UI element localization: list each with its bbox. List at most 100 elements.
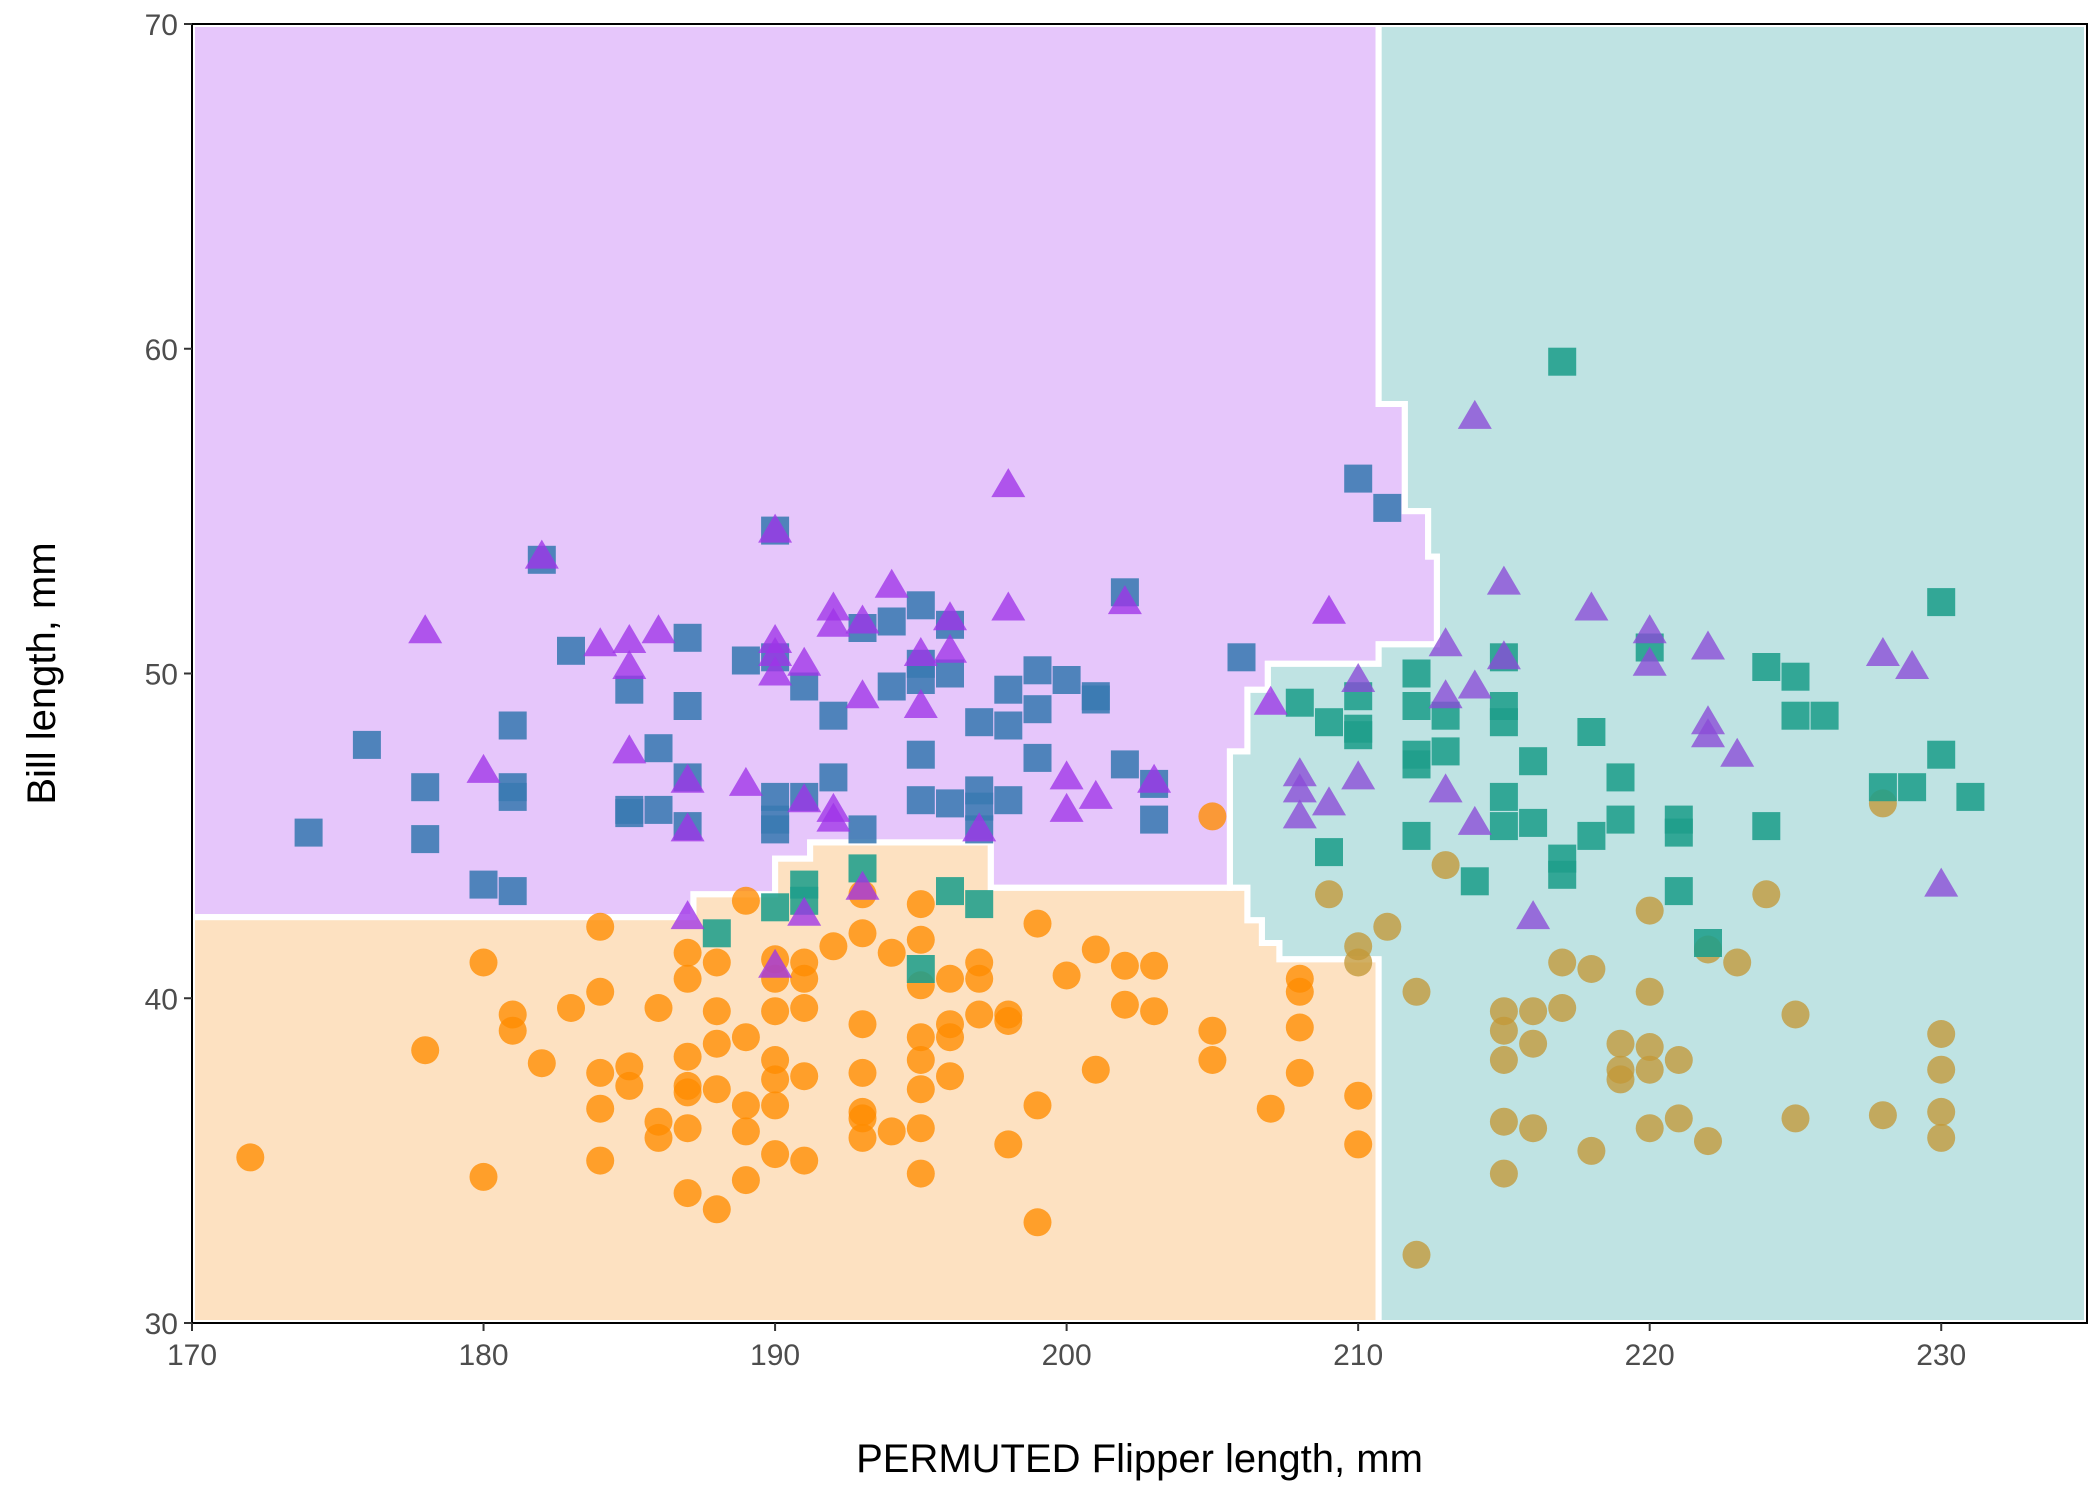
data-point-circle xyxy=(731,1023,760,1052)
data-point-square xyxy=(819,701,848,730)
data-point-circle xyxy=(1140,951,1169,980)
data-point-square xyxy=(411,825,440,854)
data-point-circle xyxy=(848,1123,877,1152)
data-point-circle xyxy=(790,1062,819,1091)
data-point-triangle xyxy=(670,900,705,930)
data-point-circle xyxy=(761,997,790,1026)
data-point-circle xyxy=(673,938,702,967)
x-tick-label: 190 xyxy=(750,1339,800,1372)
data-point-square xyxy=(1810,701,1839,730)
data-point-triangle xyxy=(787,646,822,676)
data-point-circle xyxy=(906,1075,935,1104)
data-point-triangle xyxy=(991,468,1026,498)
data-point-circle xyxy=(906,1046,935,1074)
data-point-triangle xyxy=(641,614,676,644)
data-point-triangle xyxy=(758,948,793,978)
data-point-square xyxy=(1460,867,1489,896)
data-point-circle xyxy=(1635,1055,1664,1084)
data-point-triangle xyxy=(758,656,793,686)
data-point-square xyxy=(1081,682,1110,711)
x-axis-ticks: 170 180 190 200 210 220 230 xyxy=(167,1323,1966,1372)
data-point-triangle xyxy=(991,591,1026,621)
data-point-square xyxy=(1402,821,1431,850)
data-point-circle xyxy=(1285,1058,1314,1087)
data-point-circle xyxy=(615,1052,644,1081)
data-point-circle xyxy=(411,1036,440,1065)
data-point-triangle xyxy=(1865,637,1900,666)
data-point-circle xyxy=(586,1094,615,1123)
data-point-square xyxy=(819,763,848,792)
data-point-circle xyxy=(1635,896,1664,925)
decision-region xyxy=(192,24,1437,918)
data-point-circle xyxy=(877,1117,906,1146)
data-point-circle xyxy=(1606,1029,1635,1058)
data-point-circle xyxy=(1927,1055,1956,1084)
data-point-circle xyxy=(790,964,819,993)
data-point-circle xyxy=(1635,1033,1664,1061)
data-point-circle xyxy=(236,1143,265,1172)
data-point-square xyxy=(906,740,935,769)
data-point-square xyxy=(1694,929,1722,957)
data-point-square xyxy=(994,675,1023,704)
data-point-circle xyxy=(906,1159,935,1188)
data-point-triangle xyxy=(845,679,880,709)
data-point-circle xyxy=(1344,1130,1373,1159)
data-point-square xyxy=(1489,782,1518,811)
data-point-triangle xyxy=(758,637,793,666)
data-point-triangle xyxy=(903,637,938,666)
data-point-square xyxy=(673,692,702,720)
data-point-square xyxy=(498,877,527,906)
data-point-triangle xyxy=(816,607,851,637)
data-point-circle xyxy=(1519,997,1548,1026)
data-point-circle xyxy=(1635,1114,1664,1143)
data-point-circle xyxy=(731,886,760,915)
data-point-circle xyxy=(1635,977,1664,1006)
data-point-circle xyxy=(1402,977,1431,1006)
data-point-circle xyxy=(1198,802,1227,831)
data-point-triangle xyxy=(1137,763,1172,793)
data-point-square xyxy=(673,623,702,652)
data-point-circle xyxy=(790,994,819,1022)
data-point-circle xyxy=(586,1146,615,1175)
data-point-triangle xyxy=(787,783,822,813)
data-point-triangle xyxy=(1574,591,1609,621)
data-point-square xyxy=(994,711,1023,740)
data-point-triangle xyxy=(1428,679,1463,709)
data-point-circle xyxy=(1140,997,1169,1026)
data-point-square xyxy=(411,773,440,802)
data-point-triangle xyxy=(1486,565,1521,595)
data-point-circle xyxy=(1723,948,1752,977)
data-point-square xyxy=(1023,656,1052,685)
data-point-circle xyxy=(1489,1159,1518,1188)
data-point-triangle xyxy=(1341,663,1376,692)
data-point-triangle xyxy=(758,513,793,543)
data-point-square xyxy=(1344,721,1373,750)
data-point-square xyxy=(1606,763,1635,792)
data-point-circle xyxy=(1606,1065,1635,1094)
data-point-square xyxy=(1577,718,1606,746)
data-point-triangle xyxy=(1457,805,1492,835)
data-point-circle xyxy=(731,1166,760,1195)
data-point-triangle xyxy=(1691,718,1725,748)
data-point-circle xyxy=(1023,909,1052,938)
data-points xyxy=(236,347,1985,1269)
data-point-circle xyxy=(848,1058,877,1087)
data-point-triangle xyxy=(1312,786,1346,816)
data-point-triangle xyxy=(466,753,501,783)
data-point-circle xyxy=(906,1023,935,1052)
data-point-square xyxy=(1548,860,1577,889)
y-tick-label: 60 xyxy=(145,334,178,367)
data-point-square xyxy=(790,672,819,701)
data-point-square xyxy=(906,955,935,983)
data-point-triangle xyxy=(612,650,647,679)
data-point-circle xyxy=(702,1195,731,1224)
data-point-square xyxy=(965,708,994,737)
data-point-circle xyxy=(936,964,964,993)
data-point-circle xyxy=(877,938,906,967)
data-point-square xyxy=(1868,773,1897,802)
data-point-circle xyxy=(965,964,994,993)
data-point-triangle xyxy=(408,614,443,644)
y-axis-title: Bill length, mm xyxy=(20,542,64,804)
data-point-circle xyxy=(615,1071,644,1100)
data-point-square xyxy=(906,591,935,620)
